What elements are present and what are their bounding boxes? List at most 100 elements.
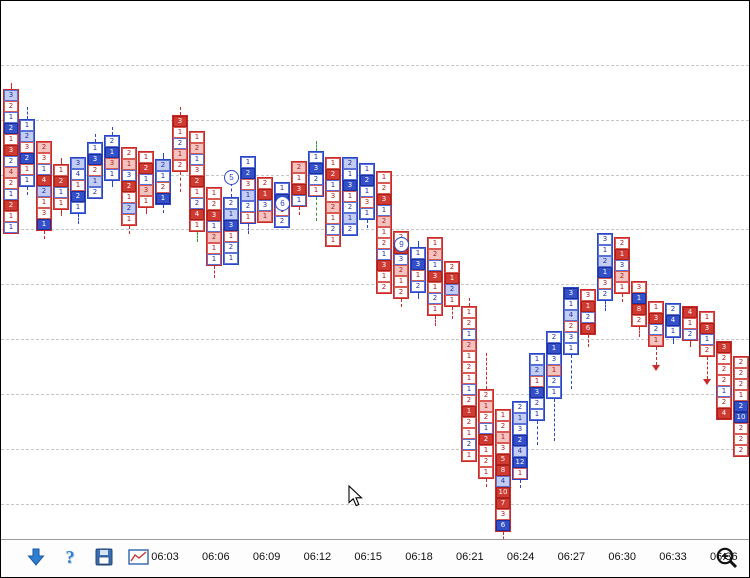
gridline <box>1 65 749 66</box>
cluster-cell: 3 <box>139 185 153 196</box>
cluster-cell: 2 <box>479 390 493 401</box>
cluster-cell: 1 <box>598 267 612 278</box>
cluster-cell: 2 <box>734 401 748 412</box>
bar-wick <box>61 210 62 216</box>
cluster-cell: 8 <box>496 465 510 476</box>
cluster-cell: 1 <box>547 343 561 354</box>
cluster-cell: 2 <box>377 238 391 249</box>
cluster-cell: 1 <box>428 304 442 315</box>
cluster-cell: 1 <box>190 220 204 231</box>
toolbar-icons: ? <box>25 545 149 569</box>
cluster-cell: 2 <box>377 282 391 293</box>
bar-wick <box>673 338 674 344</box>
cluster-cell: 3 <box>615 260 629 271</box>
help-icon[interactable]: ? <box>65 546 75 567</box>
cluster-cell: 2 <box>343 202 357 213</box>
bar-wick <box>180 172 181 192</box>
cluster-cell: 1 <box>462 428 476 439</box>
bar-wick <box>486 479 487 487</box>
bar-wick <box>11 83 12 89</box>
cluster-cell: 3 <box>71 158 85 169</box>
cluster-cell: 1 <box>496 432 510 443</box>
time-label: 06:18 <box>405 551 433 563</box>
bar-wick <box>61 158 62 164</box>
zoom-icon[interactable] <box>713 544 741 572</box>
cluster-cell: 3 <box>496 443 510 454</box>
cluster-cell: 2 <box>241 201 255 212</box>
cluster-cell: 1 <box>139 174 153 185</box>
cluster-cell: 4 <box>4 167 18 178</box>
cluster-cell: 2 <box>564 321 578 332</box>
mouse-cursor <box>348 484 364 512</box>
cluster-cell: 4 <box>71 169 85 180</box>
cluster-cell: 2 <box>326 169 340 180</box>
cluster-cell: 2 <box>156 182 170 193</box>
cluster-cell: 2 <box>530 365 544 376</box>
cluster-cell: 10 <box>734 412 748 423</box>
download-arrow-icon[interactable] <box>25 545 47 569</box>
cluster-cell: 1 <box>326 180 340 191</box>
chart-preview-icon[interactable] <box>127 545 149 569</box>
cluster-cell: 1 <box>717 386 731 397</box>
cluster-cell: 1 <box>71 180 85 191</box>
cluster-cell: 2 <box>496 421 510 432</box>
time-label: 06:33 <box>659 551 687 563</box>
cluster-cell: 1 <box>462 406 476 417</box>
cluster-cell: 1 <box>411 270 425 281</box>
cluster-cell: 2 <box>190 198 204 209</box>
cluster-cell: 2 <box>360 175 374 186</box>
cluster-cell: 2 <box>479 456 493 467</box>
cluster-cell: 1 <box>258 211 272 222</box>
cluster-cell: 2 <box>547 376 561 387</box>
cluster-cell: 3 <box>598 278 612 289</box>
cluster-cell: 1 <box>479 423 493 434</box>
save-icon[interactable] <box>93 545 115 569</box>
cluster-cell: 3 <box>122 170 136 181</box>
cluster-cell: 2 <box>377 183 391 194</box>
time-label: 06:27 <box>557 551 586 563</box>
cluster-cell: 1 <box>445 295 459 306</box>
cluster-cell: 1 <box>377 227 391 238</box>
cluster-cell: 2 <box>734 423 748 434</box>
cluster-cell: 1 <box>4 189 18 200</box>
bar-wick <box>639 327 640 337</box>
cluster-cell: 4 <box>190 209 204 220</box>
bar-wick <box>197 232 198 242</box>
time-label: 06:03 <box>151 551 179 563</box>
cluster-cell: 1 <box>4 222 18 233</box>
cluster-cell: 6 <box>581 323 595 334</box>
cluster-cell: 3 <box>241 179 255 190</box>
bar-wick <box>27 187 28 195</box>
cluster-cell: 2 <box>394 265 408 276</box>
cluster-cell: 1 <box>649 335 663 346</box>
cluster-cell: 2 <box>207 199 221 210</box>
cluster-cell: 1 <box>377 249 391 260</box>
cluster-cell: 2 <box>615 238 629 249</box>
time-label: 06:15 <box>354 551 382 563</box>
cluster-cell: 1 <box>360 186 374 197</box>
cluster-cell: 1 <box>292 195 306 206</box>
cluster-cell: 2 <box>343 224 357 235</box>
cluster-cell: 2 <box>513 402 527 413</box>
cluster-cell: 1 <box>564 299 578 310</box>
cluster-cell: 1 <box>598 245 612 256</box>
cluster-cell: 3 <box>394 254 408 265</box>
cluster-cell: 2 <box>122 181 136 192</box>
cluster-cell: 2 <box>139 163 153 174</box>
cluster-cell: 2 <box>717 364 731 375</box>
cluster-cell: 1 <box>105 169 119 180</box>
cluster-cell: 2 <box>462 395 476 406</box>
cluster-cell: 2 <box>190 143 204 154</box>
